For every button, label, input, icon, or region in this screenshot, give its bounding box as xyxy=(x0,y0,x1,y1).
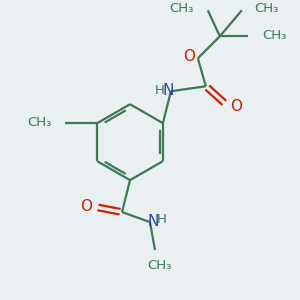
Text: H: H xyxy=(157,213,167,226)
Text: N: N xyxy=(147,214,159,229)
Text: CH₃: CH₃ xyxy=(27,116,51,129)
Text: O: O xyxy=(80,199,92,214)
Text: O: O xyxy=(183,49,195,64)
Text: CH₃: CH₃ xyxy=(147,259,171,272)
Text: CH₃: CH₃ xyxy=(254,2,278,15)
Text: O: O xyxy=(230,99,242,114)
Text: H: H xyxy=(155,84,165,97)
Text: CH₃: CH₃ xyxy=(169,2,194,15)
Text: CH₃: CH₃ xyxy=(262,29,286,42)
Text: N: N xyxy=(162,83,174,98)
